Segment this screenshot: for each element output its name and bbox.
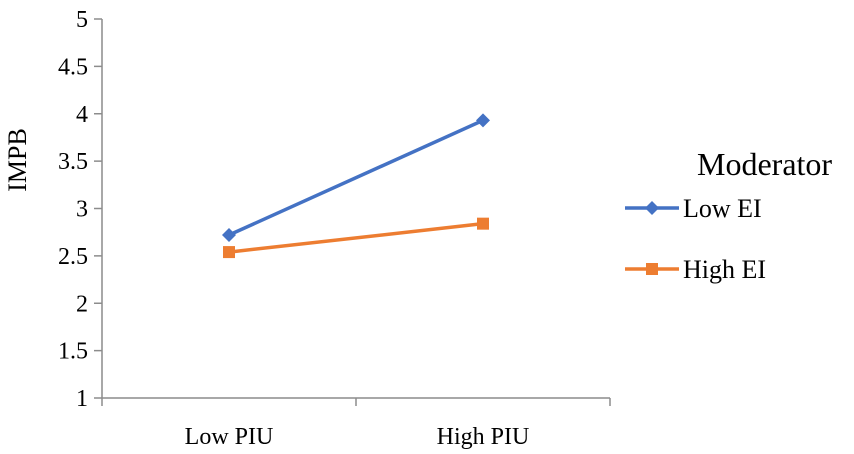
square-marker: [223, 246, 235, 259]
legend: Moderator Low EI High EI: [625, 146, 832, 284]
x-tick-label: High PIU: [437, 424, 530, 450]
y-tick-label: 3.5: [58, 149, 88, 175]
square-marker: [477, 217, 489, 230]
series-high-ei: [223, 217, 489, 259]
y-tick-label: 3: [76, 197, 88, 223]
y-tick-label: 5: [76, 7, 88, 33]
series-group: [222, 113, 490, 259]
x-axis: Low PIU High PIU: [101, 397, 611, 450]
square-marker: [646, 263, 658, 275]
y-tick-label: 2: [76, 291, 88, 317]
diamond-marker: [222, 228, 236, 243]
diamond-marker: [476, 113, 490, 128]
y-tick-label: 1.5: [58, 339, 88, 365]
diamond-marker: [645, 201, 659, 215]
x-tick-label: Low PIU: [185, 424, 274, 450]
y-tick-label: 4: [76, 102, 88, 128]
y-axis: 1 1.5 2 2.5 3 3.5 4 4.5 5: [58, 7, 103, 412]
legend-item-low-ei: Low EI: [625, 194, 762, 223]
legend-label: High EI: [683, 255, 766, 284]
legend-item-high-ei: High EI: [625, 255, 766, 284]
y-tick-label: 2.5: [58, 244, 88, 270]
legend-label: Low EI: [683, 194, 762, 223]
series-low-ei: [222, 113, 490, 243]
legend-title: Moderator: [697, 146, 832, 182]
y-axis-label: IMPB: [3, 128, 32, 192]
y-tick-label: 4.5: [58, 54, 88, 80]
y-tick-label: 1: [76, 386, 88, 412]
